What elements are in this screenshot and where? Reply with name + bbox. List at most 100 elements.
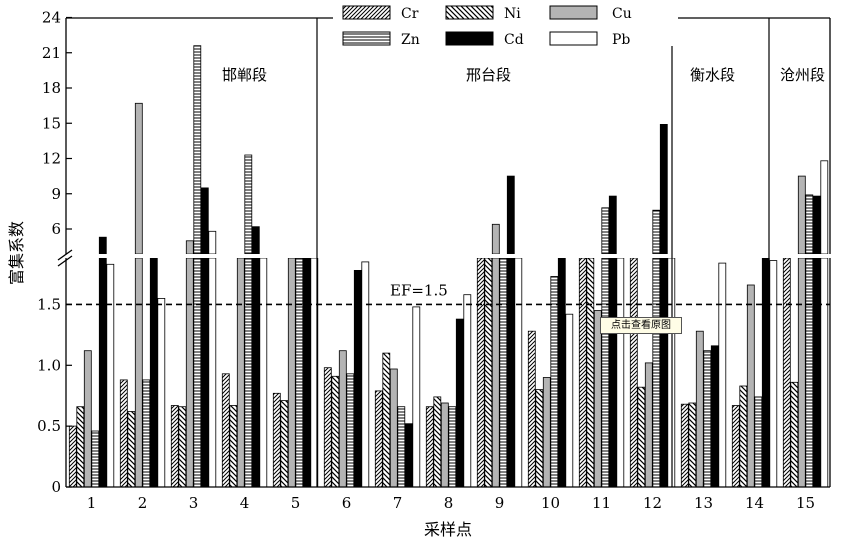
bar-cu-2 (134, 102, 143, 255)
legend-swatch-cd (445, 31, 494, 46)
bar-ni-2 (127, 411, 136, 488)
bar-ni-14 (739, 385, 748, 488)
y-tick-label: 15 (42, 114, 61, 132)
bar-pb-10 (565, 313, 574, 488)
bar-cd-4 (251, 257, 260, 488)
y-tick-label: 21 (42, 44, 61, 62)
x-tick-label: 15 (796, 494, 815, 512)
bar-cu-2 (134, 257, 143, 488)
bar-cd-15 (812, 195, 821, 255)
x-tick-label: 6 (342, 494, 352, 512)
bar-zn-8 (448, 406, 457, 488)
y-tick-label: 24 (42, 9, 61, 27)
legend-swatch-cr (342, 5, 391, 20)
y-tick-label: 0.5 (37, 417, 61, 435)
bar-pb-13 (718, 262, 727, 488)
bar-ni-12 (637, 386, 646, 488)
x-tick-label: 14 (745, 494, 764, 512)
bar-zn-5 (295, 257, 304, 488)
bar-cd-12 (659, 257, 668, 488)
bar-cu-3 (185, 240, 194, 255)
bar-cr-8 (425, 406, 434, 488)
legend-swatch-ni (445, 5, 494, 20)
bar-cd-2 (149, 257, 158, 488)
x-axis-title: 采样点 (424, 520, 472, 539)
bar-cu-3 (185, 257, 194, 488)
bar-cd-12 (659, 124, 668, 255)
axis-break-gap (60, 254, 832, 258)
bar-cu-1 (83, 350, 92, 488)
x-tick-label: 2 (138, 494, 148, 512)
y-tick-label: 18 (42, 79, 61, 97)
y-tick-label: 1.5 (37, 295, 61, 313)
bar-pb-12 (667, 257, 676, 488)
bar-zn-11 (601, 257, 610, 488)
bar-cr-7 (374, 390, 383, 488)
reference-line-label: EF=1.5 (390, 281, 448, 299)
bar-cu-13 (695, 330, 704, 488)
bar-zn-9 (499, 257, 508, 488)
bar-pb-11 (616, 257, 625, 488)
bar-zn-12 (652, 209, 661, 255)
bar-cd-15 (812, 257, 821, 488)
bar-zn-13 (703, 350, 712, 488)
bar-zn-10 (550, 276, 559, 488)
segment-label-handan: 邯郸段 (222, 66, 267, 84)
y-tick-label: 6 (51, 220, 61, 238)
legend-label-ni: Ni (504, 6, 521, 22)
bar-cu-10 (542, 377, 551, 488)
legend-swatch-pb (549, 31, 598, 46)
bar-pb-14 (769, 260, 778, 488)
y-tick-label: 12 (42, 150, 61, 168)
y-tick-label: 0 (51, 478, 61, 496)
bar-cu-8 (440, 402, 449, 488)
bar-cr-11 (578, 257, 587, 488)
segment-label-cangzhou: 沧州段 (780, 66, 825, 84)
bar-cd-3 (200, 187, 209, 255)
x-tick-label: 4 (240, 494, 250, 512)
bar-pb-3 (208, 257, 217, 488)
bar-pb-1 (106, 263, 115, 488)
bar-pb-6 (361, 261, 370, 488)
bar-ni-3 (178, 406, 187, 488)
bar-cu-7 (389, 368, 398, 488)
segment-label-hengshui: 衡水段 (690, 66, 735, 84)
bar-cd-11 (608, 257, 617, 488)
bar-cd-8 (455, 318, 464, 488)
bar-ni-7 (382, 352, 391, 488)
bar-cr-12 (629, 257, 638, 488)
bar-cd-1 (98, 257, 107, 488)
x-tick-label: 7 (393, 494, 403, 512)
bar-cd-9 (506, 175, 515, 255)
bar-cr-13 (680, 403, 689, 488)
bar-pb-3 (208, 230, 217, 255)
bar-ni-4 (229, 405, 238, 488)
bar-cd-10 (557, 257, 566, 488)
view-original-tooltip[interactable]: 点击查看原图 (600, 317, 682, 334)
legend: Cr Ni Cu Zn Cd Pb (333, 0, 678, 48)
bar-ni-6 (331, 375, 340, 488)
bar-pb-4 (259, 257, 268, 488)
bar-pb-8 (463, 294, 472, 488)
x-tick-label: 13 (694, 494, 713, 512)
bars-layer (60, 45, 832, 488)
bar-zn-12 (652, 257, 661, 488)
bar-zn-14 (754, 396, 763, 488)
x-tick-label: 3 (189, 494, 199, 512)
bar-zn-3 (193, 45, 202, 255)
y-tick-label: 9 (51, 185, 61, 203)
bar-cr-5 (272, 392, 281, 488)
bar-zn-4 (244, 154, 253, 255)
bar-ni-1 (76, 406, 85, 488)
bar-ni-13 (688, 402, 697, 488)
bar-cr-10 (527, 330, 536, 488)
x-tick-label: 11 (592, 494, 611, 512)
legend-swatch-cu (549, 5, 598, 20)
legend-swatch-zn (342, 31, 391, 46)
bar-cd-11 (608, 195, 617, 255)
bar-pb-7 (412, 306, 421, 488)
x-tick-label: 12 (643, 494, 662, 512)
bar-ni-11 (586, 257, 595, 488)
